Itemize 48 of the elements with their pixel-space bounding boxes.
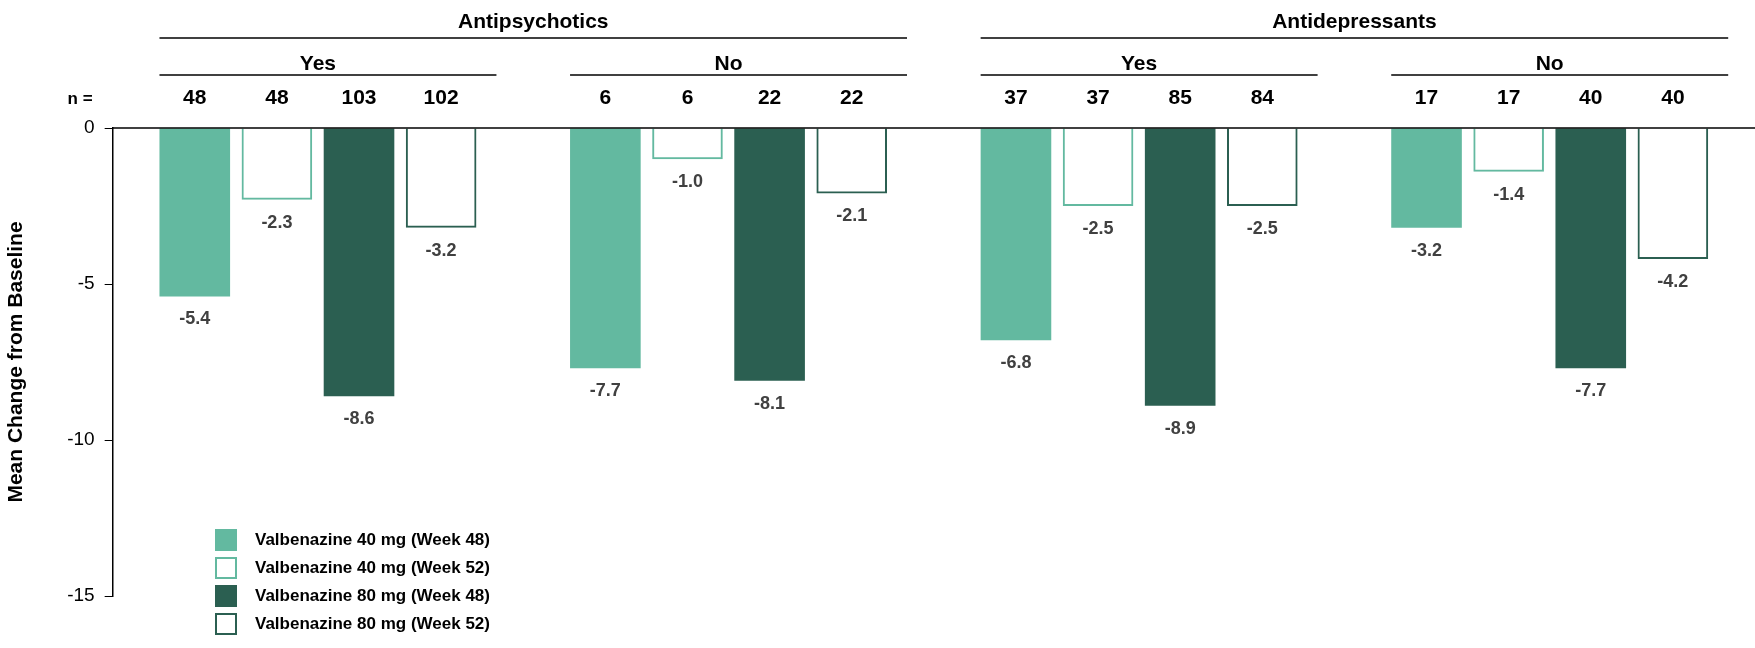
data-label: -8.1 — [754, 392, 786, 413]
legend-label: Valbenazine 40 mg (Week 52) — [255, 558, 490, 578]
x-tick-label: Yes — [1121, 51, 1158, 74]
data-label: -2.3 — [261, 211, 293, 232]
data-label: -6.8 — [1000, 352, 1032, 373]
data-label: -1.4 — [1493, 183, 1525, 204]
y-tick-label: -5 — [77, 272, 95, 294]
text: 84 — [1250, 85, 1275, 108]
text: 102 — [423, 85, 459, 108]
data-label: -2.5 — [1082, 217, 1114, 238]
legend-label: Valbenazine 80 mg (Week 48) — [255, 586, 490, 606]
data-label: -8.9 — [1164, 417, 1196, 438]
text: 17 — [1496, 85, 1521, 108]
data-label: -5.4 — [179, 308, 211, 329]
x-tick-label: Yes — [299, 51, 337, 74]
data-label: -7.7 — [589, 380, 621, 401]
data-label: -3.2 — [425, 239, 457, 260]
text: 22 — [757, 85, 782, 108]
text: 37 — [1004, 85, 1028, 108]
text: Antidepressants — [1272, 9, 1437, 32]
text: 40 — [1661, 85, 1685, 108]
text: n = — [67, 89, 93, 108]
x-tick-label: No — [1535, 51, 1564, 74]
y-tick-label: -15 — [67, 584, 95, 606]
data-label: -4.2 — [1657, 271, 1689, 292]
legend-label: Valbenazine 40 mg (Week 48) — [255, 530, 490, 550]
data-label: -8.6 — [343, 408, 375, 429]
text: 6 — [681, 85, 694, 108]
text: 37 — [1086, 85, 1110, 108]
text: 48 — [183, 85, 207, 108]
data-label: -7.7 — [1575, 380, 1607, 401]
y-tick-label: 0 — [84, 116, 95, 138]
text: 22 — [840, 85, 864, 108]
x-tick-label: No — [714, 51, 743, 74]
text: 17 — [1414, 85, 1439, 108]
data-label: -2.1 — [836, 205, 868, 226]
text: 6 — [599, 85, 612, 108]
text: 40 — [1579, 85, 1603, 108]
data-label: -1.0 — [671, 171, 703, 192]
text: 85 — [1168, 85, 1193, 108]
text: Antipsychotics — [457, 9, 609, 32]
text: 103 — [341, 85, 377, 108]
y-tick-label: -10 — [67, 428, 95, 450]
y-axis-title: Mean Change from Baseline — [3, 221, 27, 503]
legend-label: Valbenazine 80 mg (Week 52) — [255, 614, 490, 634]
data-label: -2.5 — [1246, 217, 1278, 238]
data-label: -3.2 — [1411, 239, 1443, 260]
text: 48 — [265, 85, 289, 108]
